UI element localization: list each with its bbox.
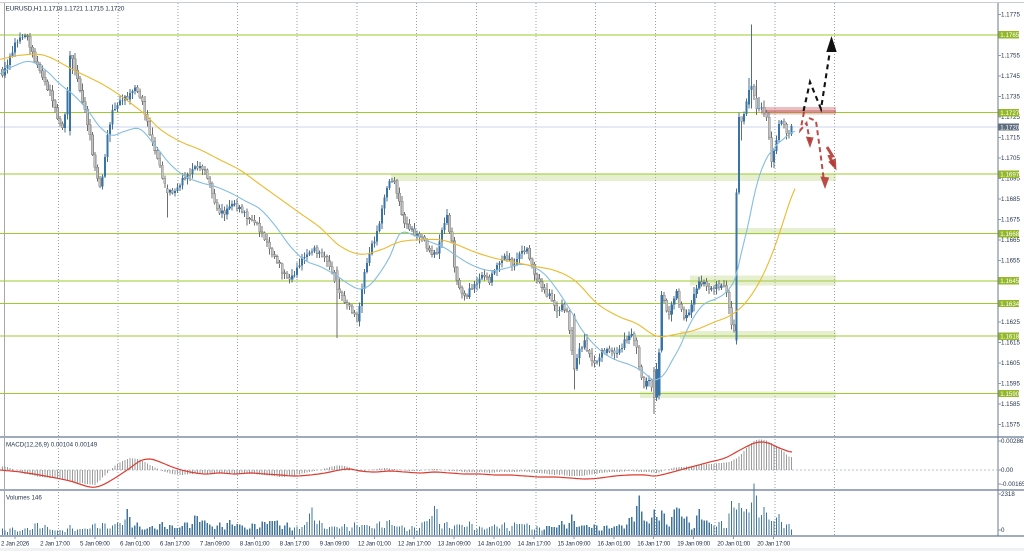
svg-text:1.1575: 1.1575 [1001,422,1020,429]
svg-text:1.1765: 1.1765 [1000,32,1019,39]
svg-text:5 Jan 09:00: 5 Jan 09:00 [80,541,110,548]
svg-text:19 Jan 09:00: 19 Jan 09:00 [677,541,711,548]
svg-text:16 Jan 01:00: 16 Jan 01:00 [597,541,631,548]
svg-text:1.1645: 1.1645 [1000,278,1019,285]
svg-text:13 Jan 09:00: 13 Jan 09:00 [438,541,472,548]
svg-text:Volumes 146: Volumes 146 [6,495,42,502]
svg-text:1.1685: 1.1685 [1001,196,1020,203]
svg-text:15 Jan 09:00: 15 Jan 09:00 [558,541,592,548]
svg-text:-0.00165: -0.00165 [1001,481,1024,488]
svg-text:16 Jan 17:00: 16 Jan 17:00 [637,541,671,548]
svg-text:1.1615: 1.1615 [1001,340,1020,347]
svg-text:14 Jan 17:00: 14 Jan 17:00 [518,541,552,548]
svg-text:0.00286: 0.00286 [1001,438,1024,445]
svg-text:0.00: 0.00 [1001,467,1014,474]
svg-text:2 Jan 17:00: 2 Jan 17:00 [40,541,70,548]
svg-text:20 Jan 17:00: 20 Jan 17:00 [757,541,791,548]
svg-text:12 Jan 01:00: 12 Jan 01:00 [358,541,392,548]
svg-text:1.1705: 1.1705 [1001,155,1020,162]
svg-text:1.1715: 1.1715 [1001,135,1020,142]
svg-text:2318: 2318 [1001,491,1015,498]
svg-text:1.1727: 1.1727 [1000,110,1019,117]
svg-text:1.1735: 1.1735 [1001,94,1020,101]
svg-text:1.1665: 1.1665 [1001,237,1020,244]
svg-text:1.1634: 1.1634 [1000,301,1019,308]
svg-text:1.1695: 1.1695 [1001,176,1020,183]
svg-text:MACD(12,26,9) 0.00104 0.00149: MACD(12,26,9) 0.00104 0.00149 [6,442,98,449]
svg-text:20 Jan 01:00: 20 Jan 01:00 [717,541,751,548]
svg-text:6 Jan 17:00: 6 Jan 17:00 [160,541,190,548]
svg-text:1.1720: 1.1720 [1000,125,1019,132]
svg-text:1.1755: 1.1755 [1001,53,1020,60]
svg-text:1.1595: 1.1595 [1001,381,1020,388]
svg-text:1.1697: 1.1697 [1000,172,1019,179]
svg-text:12 Jan 17:00: 12 Jan 17:00 [398,541,432,548]
svg-text:9 Jan 09:00: 9 Jan 09:00 [320,541,350,548]
svg-text:1.1745: 1.1745 [1001,73,1020,80]
svg-text:1.1585: 1.1585 [1001,401,1020,408]
svg-text:1.1655: 1.1655 [1001,258,1020,265]
svg-text:1.1590: 1.1590 [1000,391,1019,398]
svg-text:6 Jan 01:00: 6 Jan 01:00 [120,541,150,548]
svg-text:8 Jan 01:00: 8 Jan 01:00 [240,541,270,548]
svg-text:1.1618: 1.1618 [1000,334,1019,341]
svg-text:EURUSD,H1 1.1718 1.1721 1.171: EURUSD,H1 1.1718 1.1721 1.1715 1.1720 [6,6,125,13]
svg-text:1.1775: 1.1775 [1001,12,1020,19]
svg-text:7 Jan 09:00: 7 Jan 09:00 [200,541,230,548]
svg-text:1.1605: 1.1605 [1001,360,1020,367]
svg-text:14 Jan 01:00: 14 Jan 01:00 [478,541,512,548]
svg-text:1.1668: 1.1668 [1000,231,1019,238]
svg-text:1.1625: 1.1625 [1001,319,1020,326]
svg-text:0: 0 [1001,527,1005,534]
svg-text:2 Jan 2026: 2 Jan 2026 [1,541,30,548]
svg-text:1.1675: 1.1675 [1001,217,1020,224]
svg-text:1.1725: 1.1725 [1001,114,1020,121]
svg-text:8 Jan 17:00: 8 Jan 17:00 [280,541,310,548]
